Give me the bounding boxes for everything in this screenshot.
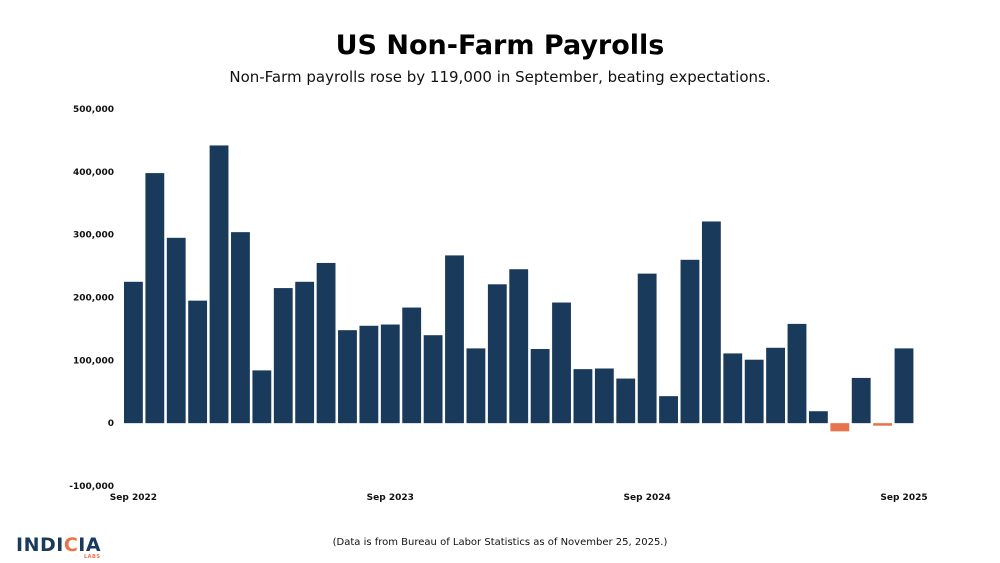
bar-aug-2023 (359, 325, 379, 424)
bar-mar-2023 (252, 370, 272, 424)
bar-sep-2025 (894, 348, 914, 424)
y-tick-label: 0 (108, 419, 114, 429)
bar-nov-2024 (680, 259, 700, 424)
bar-apr-2024 (530, 349, 550, 424)
logo-wordmark: INDICIA (16, 534, 102, 556)
bar-dec-2022 (188, 300, 208, 424)
bar-apr-2023 (273, 288, 293, 424)
bar-dec-2024 (701, 221, 721, 424)
logo-subtext: LABS (84, 554, 101, 560)
bar-nov-2023 (423, 335, 443, 424)
x-tick-label: Sep 2023 (367, 493, 414, 503)
indicia-labs-logo: INDICIA LABS (16, 534, 116, 560)
bar-apr-2025 (787, 323, 807, 424)
bar-feb-2023 (231, 232, 250, 424)
bar-feb-2024 (487, 284, 507, 424)
bar-feb-2025 (744, 359, 764, 424)
y-tick-label: 400,000 (73, 168, 114, 178)
x-tick-label: Sep 2024 (624, 493, 671, 503)
y-tick-label: 100,000 (73, 356, 114, 366)
chart-subtitle: Non-Farm payrolls rose by 119,000 in Sep… (229, 68, 771, 86)
y-tick-label: -100,000 (69, 482, 114, 492)
x-tick-label: Sep 2022 (110, 493, 157, 503)
bar-jan-2023 (209, 145, 229, 424)
bar-sep-2024 (637, 273, 657, 424)
bar-aug-2025 (873, 423, 893, 426)
bar-oct-2023 (402, 307, 422, 424)
bar-jun-2024 (573, 369, 593, 424)
bar-nov-2022 (166, 237, 186, 424)
y-tick-label: 200,000 (73, 294, 114, 304)
bar-jun-2025 (830, 423, 850, 432)
bar-jan-2025 (723, 353, 743, 424)
bar-aug-2024 (616, 378, 636, 424)
chart-title: US Non-Farm Payrolls (335, 30, 665, 61)
bar-jul-2025 (851, 377, 871, 424)
bar-jan-2024 (466, 348, 486, 424)
y-tick-label: 300,000 (73, 231, 114, 241)
bar-sep-2022 (124, 281, 143, 424)
x-tick-label: Sep 2025 (880, 493, 927, 503)
bar-jun-2023 (316, 262, 336, 424)
bar-mar-2025 (766, 347, 785, 424)
bar-dec-2023 (445, 255, 464, 424)
bar-may-2023 (295, 281, 315, 424)
bar-may-2025 (808, 411, 828, 424)
bar-jul-2024 (594, 368, 614, 424)
bar-may-2024 (552, 302, 571, 424)
y-tick-label: 500,000 (73, 105, 114, 115)
bar-jul-2023 (338, 330, 357, 424)
footnote: (Data is from Bureau of Labor Statistics… (332, 537, 668, 548)
bar-oct-2022 (145, 173, 165, 424)
bar-oct-2024 (659, 396, 678, 424)
bar-sep-2023 (380, 324, 400, 424)
bar-mar-2024 (509, 269, 529, 424)
